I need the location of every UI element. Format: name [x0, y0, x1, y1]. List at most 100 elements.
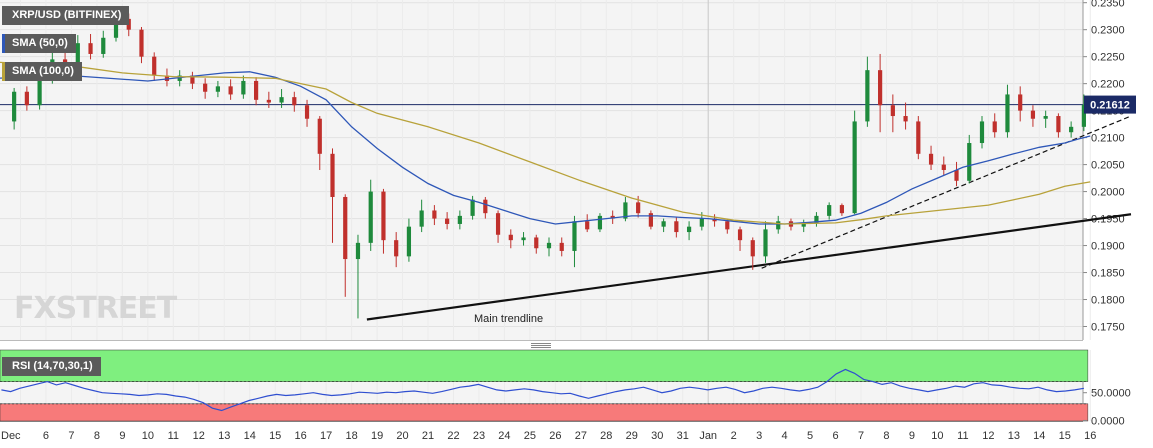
- legend-sma100[interactable]: SMA (100,0): [2, 62, 82, 81]
- main-trendline-label: Main trendline: [474, 313, 543, 325]
- date-tick-label: 7: [68, 430, 74, 442]
- date-tick-label: 24: [498, 430, 510, 442]
- date-tick-label: 27: [575, 430, 587, 442]
- date-tick-label: 13: [218, 430, 230, 442]
- candle-bullish: [699, 218, 704, 227]
- price-tick-label: 0.1900: [1091, 241, 1125, 253]
- candle-bearish: [266, 99, 271, 103]
- date-tick-label: 20: [396, 430, 408, 442]
- candle-bearish: [534, 237, 539, 249]
- candle-bearish: [878, 70, 883, 106]
- candle-bullish: [37, 78, 42, 106]
- date-tick-label: 2: [731, 430, 737, 442]
- date-tick-label: 16: [1084, 430, 1096, 442]
- candle-bullish: [1043, 116, 1048, 119]
- candle-bullish: [457, 215, 462, 224]
- candle-bullish: [368, 191, 373, 243]
- price-tick-label: 0.2300: [1091, 25, 1125, 37]
- candle-bearish: [1056, 116, 1061, 133]
- candle-bearish: [483, 199, 488, 214]
- candle-bearish: [916, 121, 921, 154]
- candle-bearish: [253, 80, 259, 100]
- date-tick-label: 22: [447, 430, 459, 442]
- legend-sma50[interactable]: SMA (50,0): [2, 34, 76, 53]
- legend-title[interactable]: XRP/USD (BITFINEX): [2, 6, 130, 25]
- date-tick-label: 29: [626, 430, 638, 442]
- candle-bearish: [228, 86, 233, 95]
- date-tick-label: 16: [295, 430, 307, 442]
- candle-bearish: [292, 97, 297, 106]
- candle-bullish: [419, 210, 424, 227]
- candle-bearish: [330, 153, 335, 197]
- candle-bearish: [725, 221, 730, 230]
- candle-bearish: [343, 196, 348, 260]
- sma100-line: [0, 61, 1091, 225]
- price-tick-label: 0.2000: [1091, 187, 1125, 199]
- candle-bearish: [737, 229, 743, 241]
- legend-rsi-text: RSI (14,70,30,1): [12, 360, 93, 372]
- date-tick-label: Dec: [1, 430, 21, 442]
- date-tick-label: 25: [524, 430, 536, 442]
- date-tick-label: 14: [244, 430, 256, 442]
- legend-sma100-text: SMA (100,0): [12, 65, 74, 77]
- rsi-line: [1, 368, 1085, 412]
- rsi-tick-label: 50.0000: [1091, 388, 1131, 400]
- date-tick-label: 3: [756, 430, 762, 442]
- legend-title-text: XRP/USD (BITFINEX): [12, 9, 122, 21]
- current-price-badge: [1084, 95, 1136, 114]
- candle-bearish: [610, 215, 615, 219]
- legend-rsi[interactable]: RSI (14,70,30,1): [2, 357, 101, 376]
- legend-sma50-text: SMA (50,0): [12, 37, 68, 49]
- candle-bearish: [839, 205, 845, 214]
- date-tick-label: 7: [858, 430, 864, 442]
- candle-bullish: [1081, 104, 1086, 127]
- candle-bullish: [215, 86, 220, 92]
- date-tick-label: 8: [883, 430, 889, 442]
- date-tick-label: 21: [422, 430, 434, 442]
- current-price-label: 0.21612: [1090, 100, 1130, 112]
- candle-bearish: [445, 218, 450, 224]
- date-tick-label: 30: [651, 430, 663, 442]
- candle-bullish: [521, 237, 526, 241]
- main-trendline: [366, 213, 1132, 321]
- pane-resize-handle[interactable]: [531, 343, 551, 349]
- candle-bearish: [928, 153, 934, 165]
- candle-bearish: [304, 105, 310, 119]
- date-tick-label: 12: [193, 430, 205, 442]
- date-tick-label: 6: [43, 430, 49, 442]
- candle-bearish: [1018, 94, 1023, 111]
- date-tick-label: 28: [600, 430, 612, 442]
- price-pane-bg: [0, 0, 1083, 340]
- candle-bullish: [546, 242, 552, 249]
- date-tick-label: 5: [807, 430, 813, 442]
- candle-bullish: [12, 91, 17, 122]
- candle-bearish: [152, 56, 157, 76]
- sma50-line: [0, 71, 1091, 225]
- candle-bullish: [355, 242, 361, 260]
- candle-bullish: [814, 215, 819, 223]
- date-tick-label: 6: [832, 430, 838, 442]
- price-tick-label: 0.2050: [1091, 160, 1125, 172]
- date-tick-label: 13: [1008, 430, 1020, 442]
- sma100-swatch: [2, 62, 5, 81]
- candle-bearish: [1030, 110, 1036, 119]
- candle-bearish: [585, 221, 590, 230]
- candle-bearish: [88, 43, 93, 54]
- candle-bullish: [470, 199, 475, 216]
- candle-bearish: [890, 105, 895, 117]
- candle-bullish: [686, 226, 692, 233]
- date-tick-label: 11: [168, 430, 179, 442]
- candle-bearish: [508, 234, 513, 241]
- date-tick-label: 11: [957, 430, 968, 442]
- candle-bullish: [101, 37, 106, 54]
- date-tick-label: 10: [142, 430, 154, 442]
- candle-bearish: [317, 118, 322, 154]
- price-tick-label: 0.2350: [1091, 0, 1125, 10]
- candle-bearish: [674, 221, 679, 233]
- rsi-overbought-zone: [0, 349, 1089, 382]
- candle-bearish: [903, 116, 908, 122]
- date-tick-label: 23: [473, 430, 485, 442]
- date-tick-label: 31: [677, 430, 689, 442]
- candle-bullish: [852, 121, 857, 214]
